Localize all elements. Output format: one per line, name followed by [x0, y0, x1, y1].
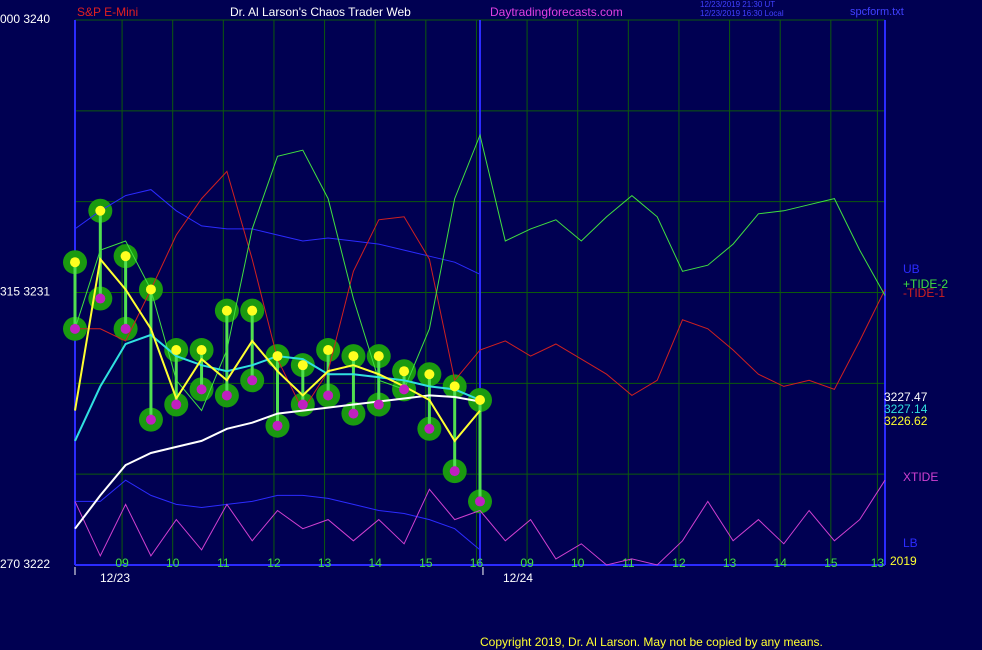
last-value: 3226.62: [884, 414, 928, 428]
low-dot: [373, 399, 384, 410]
high-dot: [196, 345, 207, 356]
high-dot: [449, 381, 460, 392]
last-value: 3227.14: [884, 402, 928, 416]
y-tick-label: 315 3231: [0, 285, 50, 299]
date-label: 12/24: [503, 571, 533, 585]
x-tick-label: 16: [470, 556, 484, 570]
low-dot: [272, 420, 283, 431]
high-dot: [171, 345, 182, 356]
last-value: 3227.47: [884, 390, 928, 404]
x-tick-label: 13: [318, 556, 332, 570]
x-tick-label: 15: [824, 556, 838, 570]
high-dot: [424, 369, 435, 380]
series-line: [74, 256, 481, 443]
series-line: [74, 479, 886, 566]
high-dot: [348, 351, 359, 362]
x-tick-label: 09: [115, 556, 129, 570]
x-tick-label: 13: [723, 556, 737, 570]
x-tick-label: 10: [166, 556, 180, 570]
copyright: Copyright 2019, Dr. Al Larson. May not b…: [480, 635, 823, 649]
series-line: [75, 170, 886, 412]
low-dot: [171, 399, 182, 410]
low-dot: [70, 323, 80, 334]
instrument: S&P E-Mini: [77, 5, 138, 19]
series-label: LB: [903, 536, 918, 550]
high-dot: [373, 351, 384, 362]
x-tick-label: 11: [217, 556, 230, 570]
x-tick-label: 13: [871, 556, 885, 570]
low-dot: [348, 408, 359, 419]
series-line: [74, 394, 481, 530]
website: Daytradingforecasts.com: [490, 5, 623, 19]
high-dot: [221, 305, 232, 316]
high-dot: [399, 366, 410, 377]
high-dot: [95, 205, 106, 216]
chart-title: Dr. Al Larson's Chaos Trader Web: [230, 5, 411, 19]
low-dot: [424, 423, 435, 434]
low-dot: [475, 496, 485, 507]
low-dot: [297, 399, 308, 410]
file-name: spcform.txt: [850, 6, 904, 18]
x-tick-label: 14: [774, 556, 788, 570]
timestamp: 12/23/2019 21:30 UT: [700, 0, 775, 9]
x-tick-label: 12: [672, 556, 686, 570]
x-tick-label: 14: [369, 556, 383, 570]
series-label: +TIDE-2: [903, 277, 948, 291]
series-line: [74, 133, 886, 412]
year: 2019: [890, 554, 917, 568]
x-tick-label: 11: [622, 556, 635, 570]
low-dot: [120, 323, 131, 334]
date-label: 12/23: [100, 571, 130, 585]
high-dot: [297, 360, 308, 371]
high-dot: [475, 394, 485, 405]
series-label: UB: [903, 262, 920, 276]
series-line: [74, 189, 481, 275]
timestamp: 12/23/2019 16:30 Local: [700, 9, 784, 18]
high-dot: [70, 257, 80, 268]
low-dot: [145, 414, 156, 425]
x-tick-label: 12: [267, 556, 281, 570]
low-dot: [399, 384, 410, 395]
series-line: [75, 479, 481, 551]
low-dot: [196, 384, 207, 395]
low-dot: [449, 466, 460, 477]
high-dot: [120, 251, 131, 262]
high-dot: [272, 351, 283, 362]
series-label: XTIDE: [903, 470, 938, 484]
low-dot: [95, 293, 106, 304]
low-dot: [323, 390, 334, 401]
y-tick-label: 000 3240: [0, 12, 50, 26]
low-dot: [221, 390, 232, 401]
x-tick-label: 09: [520, 556, 534, 570]
low-dot: [247, 375, 258, 386]
series-label: -TIDE-1: [903, 286, 945, 300]
high-dot: [247, 305, 258, 316]
x-tick-label: 15: [419, 556, 433, 570]
high-dot: [145, 284, 156, 295]
high-dot: [323, 345, 334, 356]
y-tick-label: 270 3222: [0, 557, 50, 571]
x-tick-label: 10: [571, 556, 585, 570]
